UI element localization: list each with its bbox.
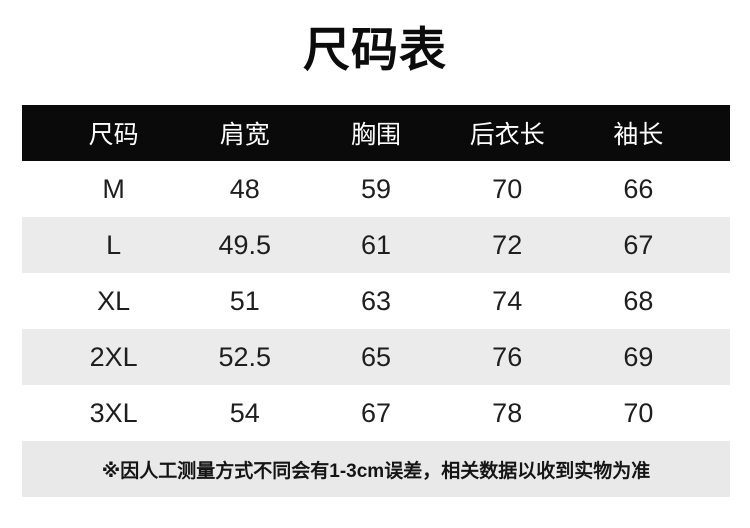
table-cell: 59	[360, 173, 392, 204]
table-cell: 54	[229, 397, 260, 428]
table-cell: 65	[360, 341, 392, 372]
table-row: L 49.5 61 72 67	[22, 217, 730, 273]
table-cell: 70	[492, 173, 523, 204]
table-cell: 67	[623, 229, 654, 260]
table-cell: 69	[623, 341, 654, 372]
table-row: M 48 59 70 66	[22, 161, 730, 217]
table-cell: 61	[360, 229, 392, 260]
table-cell: 49.5	[218, 229, 272, 260]
size-cell: 3XL	[89, 397, 138, 428]
page-title: 尺码表	[303, 23, 447, 76]
column-header-chest: 胸围	[350, 121, 401, 149]
column-header-size: 尺码	[88, 121, 139, 149]
table-cell: 63	[360, 285, 392, 316]
table-header-row: 尺码 肩宽 胸围 后衣长 袖长	[22, 105, 730, 161]
measurement-disclaimer: ※因人工测量方式不同会有1-3cm误差，相关数据以收到实物为准	[22, 441, 730, 497]
table-cell: 76	[492, 341, 523, 372]
column-header-sleeve-length: 袖长	[613, 121, 664, 149]
column-header-shoulder-width: 肩宽	[219, 121, 270, 149]
column-header-back-length: 后衣长	[469, 121, 545, 149]
size-cell: L	[106, 229, 122, 260]
table-row: XL 51 63 74 68	[22, 273, 730, 329]
size-cell: M	[102, 173, 125, 204]
table-row: 3XL 54 67 78 70	[22, 385, 730, 441]
table-cell: 52.5	[218, 341, 272, 372]
table-cell: 66	[623, 173, 654, 204]
table-cell: 74	[492, 285, 523, 316]
table-cell: 70	[623, 397, 654, 428]
table-cell: 51	[229, 285, 260, 316]
table-row: 2XL 52.5 65 76 69	[22, 329, 730, 385]
table-cell: 48	[229, 173, 260, 204]
size-table: 尺码 肩宽 胸围 后衣长 袖长 M 48 59 70 66 L 49.5 61 …	[22, 105, 730, 497]
size-cell: 2XL	[89, 341, 138, 372]
table-cell: 68	[623, 285, 654, 316]
size-cell: XL	[97, 285, 131, 316]
table-cell: 78	[492, 397, 523, 428]
table-cell: 67	[360, 397, 392, 428]
table-cell: 72	[492, 229, 523, 260]
